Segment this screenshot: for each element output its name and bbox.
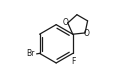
Text: Br: Br [26,49,34,58]
Text: O: O [62,18,68,27]
Text: O: O [83,29,89,38]
Text: F: F [70,57,75,66]
